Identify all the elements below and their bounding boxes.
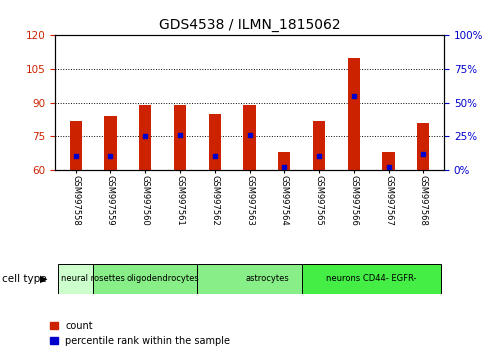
- Bar: [301, 264, 441, 294]
- Text: oligodendrocytes: oligodendrocytes: [126, 274, 199, 283]
- Legend: count, percentile rank within the sample: count, percentile rank within the sample: [50, 321, 231, 346]
- Bar: [417, 123, 429, 170]
- Bar: [93, 264, 232, 294]
- Bar: [174, 105, 186, 170]
- Text: cell type: cell type: [2, 274, 47, 284]
- Bar: [209, 114, 221, 170]
- Text: neural rosettes: neural rosettes: [61, 274, 125, 283]
- Text: neurons CD44- EGFR-: neurons CD44- EGFR-: [326, 274, 416, 283]
- Bar: [348, 58, 360, 170]
- Bar: [198, 264, 336, 294]
- Bar: [278, 152, 290, 170]
- Bar: [58, 264, 128, 294]
- Text: astrocytes: astrocytes: [245, 274, 289, 283]
- Title: GDS4538 / ILMN_1815062: GDS4538 / ILMN_1815062: [159, 18, 340, 32]
- Text: ▶: ▶: [40, 274, 48, 284]
- Bar: [382, 152, 395, 170]
- Bar: [244, 105, 255, 170]
- Bar: [104, 116, 117, 170]
- Bar: [313, 121, 325, 170]
- Bar: [139, 105, 151, 170]
- Bar: [70, 121, 82, 170]
